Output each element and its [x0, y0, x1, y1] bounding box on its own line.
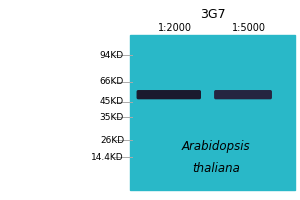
- Bar: [130, 35, 295, 190]
- Text: 66KD: 66KD: [100, 77, 124, 86]
- Text: Arabidopsis: Arabidopsis: [182, 140, 250, 153]
- Text: 3G7: 3G7: [200, 8, 225, 21]
- Text: 35KD: 35KD: [100, 113, 124, 122]
- FancyBboxPatch shape: [137, 91, 200, 99]
- Text: 1:2000: 1:2000: [158, 23, 192, 33]
- FancyBboxPatch shape: [215, 91, 271, 99]
- Text: 45KD: 45KD: [100, 97, 124, 106]
- Text: 26KD: 26KD: [100, 136, 124, 145]
- Text: 94KD: 94KD: [100, 51, 124, 60]
- Text: 1:5000: 1:5000: [232, 23, 266, 33]
- Text: thaliana: thaliana: [192, 162, 240, 175]
- Text: 14.4KD: 14.4KD: [92, 153, 124, 162]
